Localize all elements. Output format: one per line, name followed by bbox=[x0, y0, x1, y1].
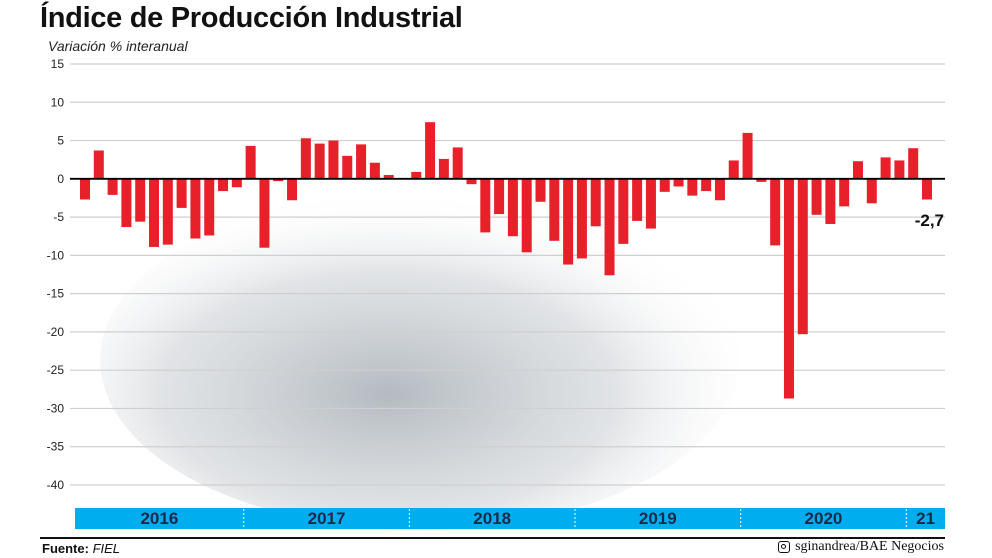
bar bbox=[549, 178, 560, 241]
bar bbox=[770, 178, 781, 246]
bar bbox=[121, 178, 132, 228]
bar bbox=[342, 155, 353, 179]
bar bbox=[494, 178, 505, 215]
bar bbox=[80, 178, 90, 200]
bar bbox=[811, 178, 822, 215]
bar bbox=[507, 178, 518, 237]
y-tick-label: 5 bbox=[57, 134, 64, 148]
bar bbox=[480, 178, 491, 233]
bar bbox=[521, 178, 532, 253]
bar bbox=[797, 178, 808, 335]
bar bbox=[369, 162, 380, 179]
bar bbox=[218, 178, 229, 192]
bar bbox=[645, 178, 656, 229]
bar bbox=[162, 178, 173, 245]
bar bbox=[231, 178, 242, 188]
bar bbox=[535, 178, 546, 202]
y-tick-label: -40 bbox=[47, 478, 65, 492]
bar bbox=[783, 178, 794, 399]
source-value: FIEL bbox=[92, 541, 121, 556]
bar bbox=[618, 178, 629, 244]
bar bbox=[756, 178, 767, 182]
year-label: 21 bbox=[916, 509, 935, 528]
year-label: 2016 bbox=[140, 509, 178, 528]
bar bbox=[632, 178, 643, 221]
chart-title: Índice de Producción Industrial bbox=[40, 2, 463, 34]
bar bbox=[563, 178, 574, 265]
year-label: 2017 bbox=[308, 509, 346, 528]
background-photo bbox=[100, 190, 740, 530]
bar bbox=[714, 178, 725, 201]
source-label: Fuente: bbox=[42, 541, 89, 556]
bar bbox=[687, 178, 698, 196]
bar bbox=[852, 161, 863, 179]
bar bbox=[452, 147, 463, 179]
bar bbox=[590, 178, 601, 227]
instagram-icon bbox=[778, 541, 791, 553]
y-tick-label: 10 bbox=[51, 95, 65, 109]
bar bbox=[894, 160, 905, 179]
bar bbox=[425, 122, 436, 179]
bar bbox=[438, 158, 449, 179]
bar bbox=[411, 171, 422, 179]
y-axis-label: Variación % interanual bbox=[48, 38, 188, 54]
y-tick-label: -20 bbox=[47, 325, 65, 339]
bar bbox=[908, 148, 919, 179]
year-label: 2020 bbox=[805, 509, 843, 528]
credit-text: sginandrea/BAE Negocios bbox=[795, 539, 944, 554]
bar bbox=[107, 178, 118, 195]
bar bbox=[922, 178, 932, 200]
bar bbox=[356, 144, 367, 179]
bar bbox=[742, 132, 753, 179]
source-note: Fuente: FIEL bbox=[42, 541, 120, 556]
year-label: 2018 bbox=[473, 509, 511, 528]
footer-divider bbox=[40, 537, 945, 539]
bar bbox=[328, 140, 339, 179]
last-value-label: -2,7 bbox=[915, 211, 944, 230]
y-tick-label: 0 bbox=[57, 172, 64, 186]
bar bbox=[825, 178, 836, 224]
bar bbox=[287, 178, 298, 201]
bar bbox=[576, 178, 587, 259]
bar bbox=[880, 157, 891, 179]
y-tick-label: -10 bbox=[47, 248, 65, 262]
bar bbox=[190, 178, 201, 239]
bar bbox=[149, 178, 160, 247]
bar bbox=[300, 138, 311, 179]
bar bbox=[245, 145, 256, 179]
bar bbox=[383, 174, 394, 179]
bar bbox=[259, 178, 270, 248]
year-label: 2019 bbox=[639, 509, 677, 528]
bar bbox=[673, 178, 684, 187]
y-tick-label: 15 bbox=[51, 57, 65, 71]
year-axis-band bbox=[75, 508, 945, 529]
y-tick-label: -30 bbox=[47, 401, 65, 415]
bar bbox=[176, 178, 187, 208]
bar bbox=[701, 178, 712, 192]
bar bbox=[273, 178, 284, 182]
y-tick-label: -5 bbox=[53, 210, 64, 224]
bar bbox=[93, 150, 104, 179]
bar bbox=[604, 178, 615, 276]
bar bbox=[728, 160, 739, 179]
bar bbox=[659, 178, 670, 192]
bar bbox=[135, 178, 146, 222]
y-tick-label: -15 bbox=[47, 287, 65, 301]
bar bbox=[466, 178, 477, 185]
bar bbox=[204, 178, 215, 236]
bar bbox=[314, 143, 325, 179]
y-tick-label: -25 bbox=[47, 363, 65, 377]
y-tick-label: -35 bbox=[47, 440, 65, 454]
bar bbox=[839, 178, 850, 207]
bar bbox=[866, 178, 877, 204]
credit: sginandrea/BAE Negocios bbox=[778, 539, 944, 555]
